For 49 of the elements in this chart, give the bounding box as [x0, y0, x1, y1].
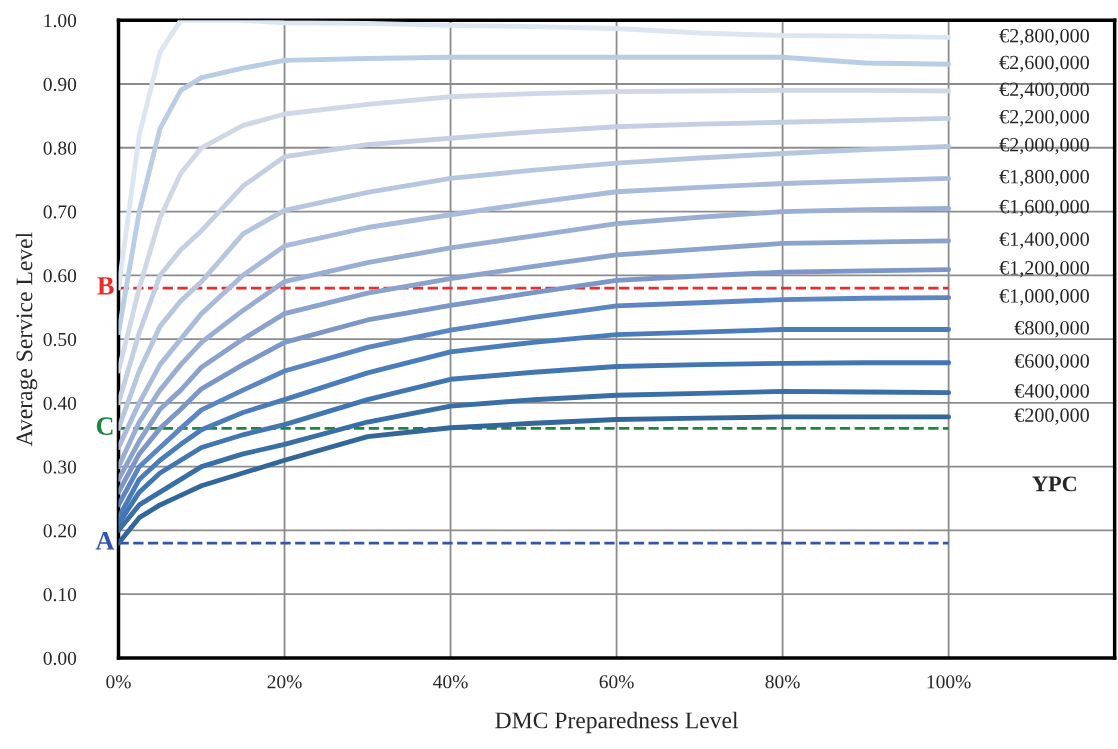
ref-line-label: C	[96, 417, 113, 435]
line-series	[118, 144, 952, 431]
line-series	[118, 20, 952, 291]
ref-line-label: B	[97, 277, 114, 295]
annotation: YPC	[1032, 476, 1077, 492]
y-tick-label: 0.20	[43, 524, 77, 538]
line-series	[118, 327, 952, 521]
x-tick-label: 20%	[267, 675, 302, 689]
x-tick-label: 40%	[433, 675, 468, 689]
y-tick-label: 0.90	[43, 77, 77, 92]
y-tick-label: 0.40	[43, 396, 77, 410]
x-tick-label: 100%	[927, 675, 971, 689]
y-tick-label: 0.10	[43, 588, 77, 602]
x-tick-label: 80%	[765, 675, 800, 689]
y-tick-label: 0.60	[43, 269, 77, 283]
y-tick-label: 0.00	[43, 651, 77, 666]
x-tick-label: 0%	[106, 675, 131, 689]
y-tick-label: 0.30	[43, 460, 77, 474]
text: €1,600,000	[999, 199, 1089, 217]
text: €2,600,000	[999, 55, 1089, 73]
y-tick-label: 0.70	[43, 205, 77, 219]
line-series	[118, 116, 952, 406]
line-series	[118, 87, 952, 374]
x-axis-title: DMC Preparedness Level	[495, 711, 739, 734]
line-series	[118, 54, 952, 336]
text: €200,000	[1014, 408, 1089, 425]
text: €2,800,000	[999, 28, 1089, 46]
y-tick-label: 1.00	[44, 14, 77, 28]
ref-line-label: A	[95, 532, 115, 550]
text: €1,200,000	[999, 261, 1089, 278]
line-series	[118, 267, 952, 495]
line-series	[118, 238, 952, 482]
text: €400,000	[1014, 384, 1089, 401]
text: €2,200,000	[999, 109, 1089, 127]
line-series	[118, 295, 952, 508]
text: €600,000	[1014, 354, 1089, 371]
text: €2,400,000	[999, 82, 1089, 99]
text: €2,000,000	[999, 137, 1089, 155]
y-axis-title: Average Service Level	[15, 232, 38, 447]
y-tick-label: 0.80	[43, 141, 77, 155]
line-series	[118, 414, 952, 546]
y-tick-label: 0.50	[43, 332, 77, 347]
text: €1,000,000	[999, 289, 1089, 306]
line-series	[118, 205, 952, 470]
text: €1,800,000	[999, 169, 1089, 187]
text: €1,400,000	[999, 232, 1089, 249]
line-series	[118, 175, 952, 450]
x-tick-label: 60%	[599, 675, 634, 689]
text: €800,000	[1014, 320, 1089, 338]
